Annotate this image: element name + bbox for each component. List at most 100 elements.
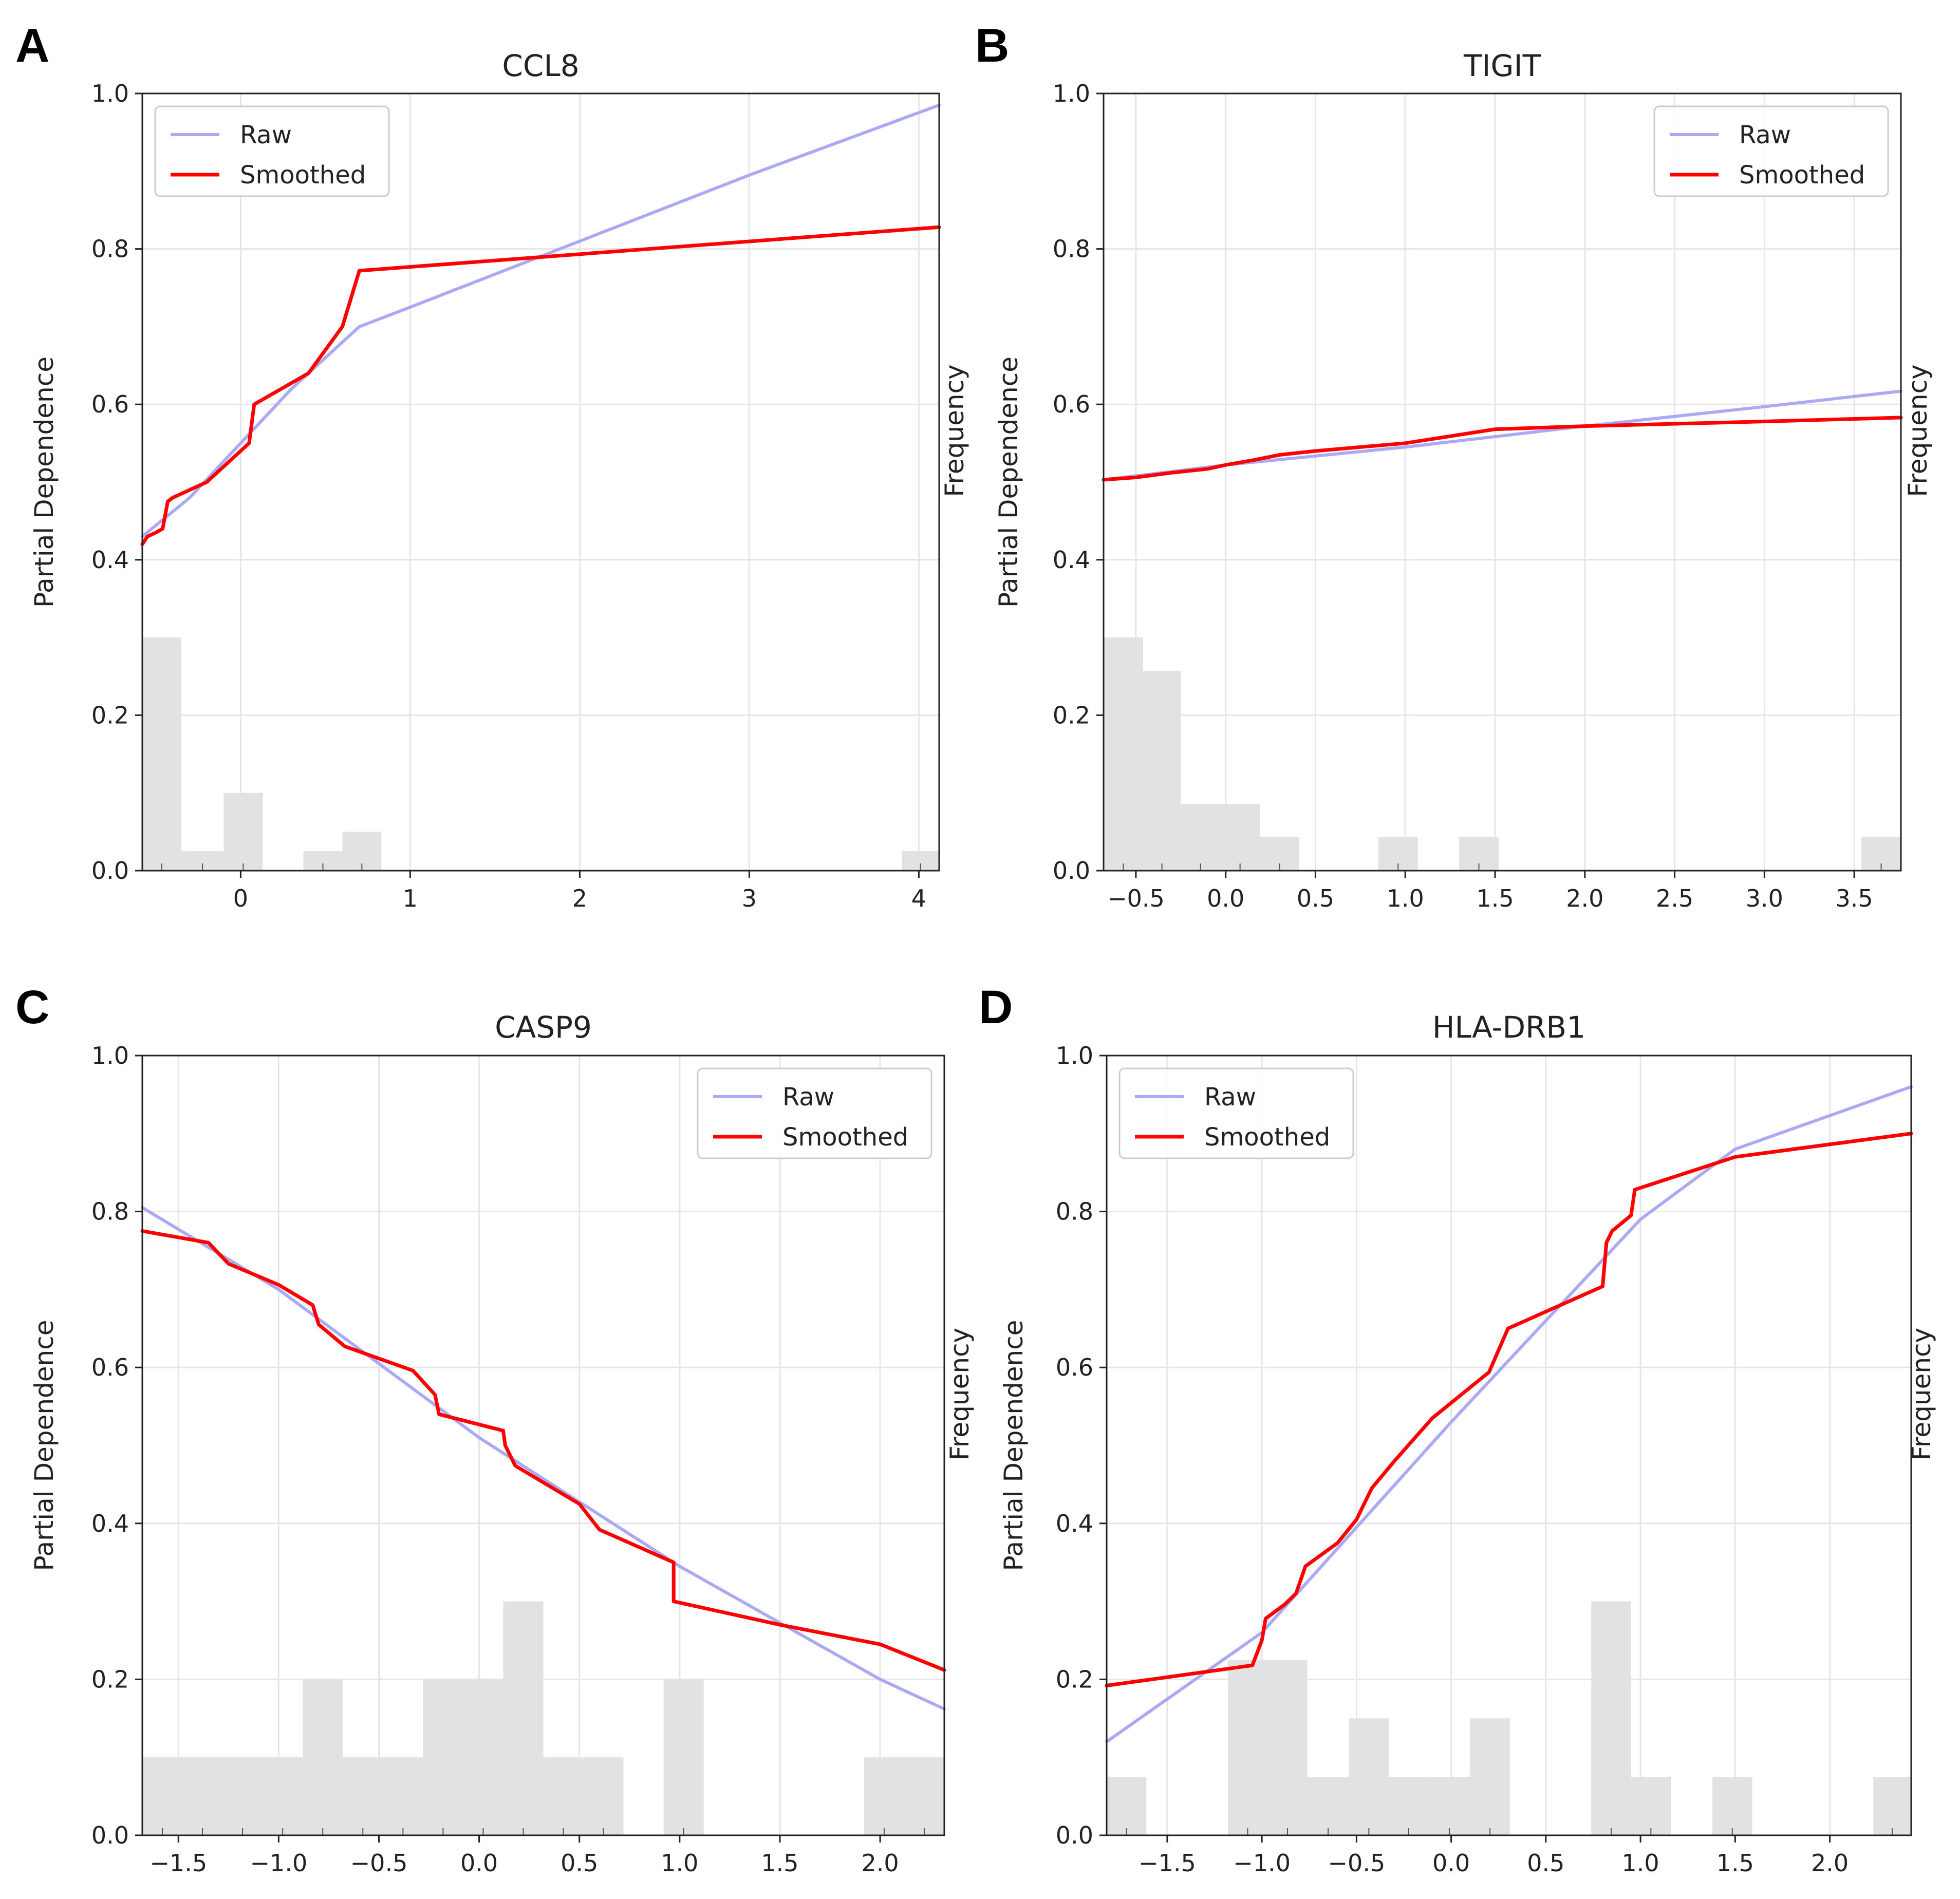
histogram-bar — [263, 1757, 303, 1835]
right-axis-label: Frequency — [940, 364, 969, 497]
y-tick-label: 0.2 — [1056, 1665, 1093, 1693]
y-tick-label: 0.8 — [91, 1198, 129, 1226]
histogram-bar — [1307, 1777, 1349, 1835]
x-tick-label: 1 — [403, 885, 418, 912]
right-axis-label: Frequency — [945, 1328, 975, 1460]
raw-line — [141, 103, 941, 538]
y-tick-label: 1.0 — [91, 80, 129, 107]
y-tick-label: 1.0 — [1056, 1042, 1093, 1069]
smoothed-line — [140, 225, 941, 546]
x-tick-label: −0.5 — [1328, 1849, 1386, 1877]
y-tick-label: 0.8 — [1056, 1198, 1093, 1226]
histogram-bar — [303, 1679, 343, 1835]
panel-letter: D — [979, 981, 1013, 1033]
y-tick-label: 0.8 — [91, 235, 129, 263]
y-axis-label: Partial Dependence — [999, 1320, 1029, 1571]
x-tick-label: 0.5 — [1297, 885, 1334, 912]
legend-raw-label: Raw — [782, 1083, 834, 1112]
histogram-bar — [383, 1757, 423, 1835]
y-tick-label: 0.8 — [1053, 235, 1090, 263]
axes-frame — [141, 1055, 945, 1836]
x-tick-label: 2.0 — [1566, 885, 1603, 912]
y-tick-label: 0.6 — [1053, 390, 1090, 418]
x-tick-label: −1.5 — [150, 1849, 207, 1877]
histogram-bar — [543, 1757, 584, 1835]
histogram-bar — [1349, 1718, 1389, 1835]
histogram-bar — [1712, 1777, 1752, 1835]
y-tick-label: 0.0 — [91, 1821, 129, 1849]
histogram-bar — [222, 1757, 263, 1835]
x-tick-label: 0.0 — [460, 1849, 498, 1877]
x-tick-label: 0 — [233, 885, 248, 912]
y-tick-label: 0.0 — [1053, 857, 1090, 885]
x-tick-label: 1.5 — [1476, 885, 1514, 912]
panel-b: B −0.5 0.0 0.5 1.0 1.5 2.0 2.5 3.0 3.5 0.0 0.2 0.4 0.… — [975, 20, 1933, 912]
panel-d: D −1.5 −1.0 −0.5 0.0 0.5 1.0 1.5 2.0 0.0 0.2 0.4 0.6… — [979, 981, 1936, 1877]
histogram-bar — [423, 1679, 463, 1835]
histogram-bar — [583, 1757, 624, 1835]
y-tick-label: 0.6 — [1056, 1353, 1093, 1381]
x-tick-label: 3 — [742, 885, 757, 912]
histogram-bar — [1873, 1777, 1911, 1835]
y-tick-label: 0.4 — [91, 546, 129, 574]
legend: Raw Smoothed — [154, 105, 390, 197]
y-tick-label: 0.6 — [91, 390, 129, 418]
legend: Raw Smoothed — [1653, 105, 1889, 197]
y-tick-label: 0.4 — [91, 1510, 129, 1537]
x-tick-label: 1.0 — [1387, 885, 1424, 912]
histogram-bar — [1143, 671, 1181, 871]
legend-raw-label: Raw — [1204, 1083, 1256, 1112]
x-tick-label: 3.5 — [1836, 885, 1873, 912]
panel-a: A 0 1 2 3 4 0.0 0.2 0.4 0.6 0.8 1.0 CCL8 Partial Depe… — [15, 20, 969, 912]
histogram-bar — [223, 793, 263, 871]
x-tick-label: 1.5 — [761, 1849, 798, 1877]
legend-raw-label: Raw — [1739, 121, 1791, 149]
histogram-bar — [1220, 803, 1260, 871]
histogram-bar — [1107, 1777, 1147, 1835]
x-tick-label: 1.0 — [661, 1849, 698, 1877]
right-axis-label: Frequency — [1907, 1328, 1936, 1460]
axes-frame — [1106, 1055, 1912, 1836]
histogram-bar — [1428, 1777, 1470, 1835]
x-tick-label: 0.0 — [1432, 1849, 1470, 1877]
y-tick-label: 0.0 — [1056, 1821, 1093, 1849]
x-tick-label: −1.0 — [250, 1849, 308, 1877]
histogram-bar — [1470, 1718, 1510, 1835]
panel-letter: A — [15, 20, 49, 72]
chart-title: CCL8 — [502, 48, 579, 83]
chart-title: HLA-DRB1 — [1432, 1010, 1585, 1045]
y-tick-label: 0.4 — [1056, 1510, 1093, 1537]
legend-smoothed-label: Smoothed — [1204, 1123, 1330, 1152]
legend: Raw Smoothed — [1118, 1067, 1354, 1159]
x-tick-label: −0.5 — [1107, 885, 1165, 912]
x-tick-label: 0.5 — [561, 1849, 598, 1877]
histogram-bar — [663, 1679, 704, 1835]
histogram-bar — [142, 1757, 183, 1835]
y-tick-label: 1.0 — [91, 1042, 129, 1069]
smoothed-line — [1102, 416, 1903, 482]
raw-line — [1105, 1085, 1913, 1743]
y-axis-label: Partial Dependence — [994, 356, 1023, 608]
y-tick-label: 0.2 — [1053, 701, 1090, 729]
smoothed-line — [1105, 1132, 1913, 1687]
legend: Raw Smoothed — [697, 1067, 932, 1159]
chart-title: CASP9 — [495, 1010, 592, 1045]
y-tick-label: 0.2 — [91, 701, 129, 729]
x-tick-label: −1.5 — [1138, 1849, 1196, 1877]
y-tick-label: 0.6 — [91, 1353, 129, 1381]
histogram-bar — [182, 1757, 223, 1835]
x-tick-label: 0.0 — [1207, 885, 1244, 912]
histogram-bar — [503, 1601, 544, 1835]
panel-letter: C — [15, 981, 49, 1033]
axes-frame — [1103, 92, 1902, 872]
axes-frame — [141, 92, 940, 872]
y-axis-label: Partial Dependence — [29, 356, 59, 608]
histogram-bar — [1591, 1601, 1631, 1835]
x-tick-label: 1.0 — [1622, 1849, 1659, 1877]
x-tick-label: 2.5 — [1656, 885, 1693, 912]
histogram-bar — [463, 1679, 503, 1835]
x-tick-label: −1.0 — [1233, 1849, 1291, 1877]
legend-smoothed-label: Smoothed — [240, 161, 366, 190]
y-tick-label: 1.0 — [1053, 80, 1090, 107]
